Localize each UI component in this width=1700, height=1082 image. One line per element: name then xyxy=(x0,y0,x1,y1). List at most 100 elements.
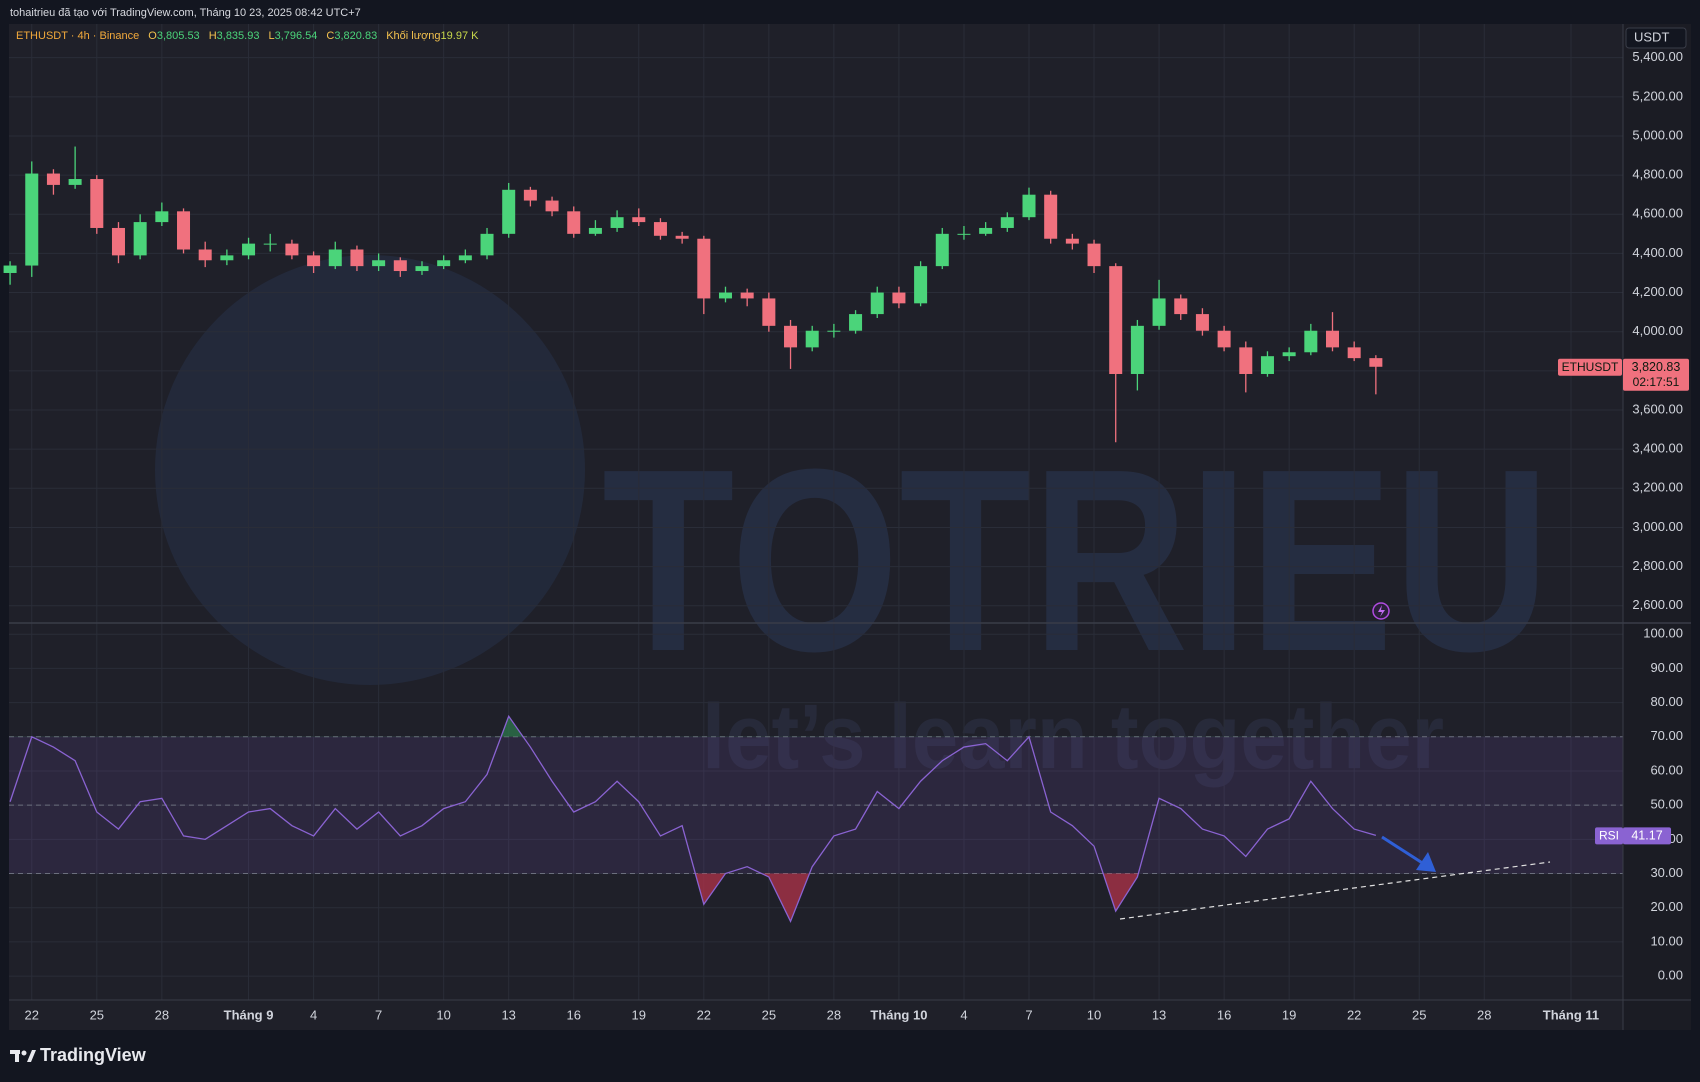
x-tick-label: 10 xyxy=(436,1007,450,1022)
candle-body xyxy=(784,325,798,348)
close-label: C xyxy=(326,30,335,42)
x-tick-label: Tháng 10 xyxy=(870,1007,927,1022)
price-axis-background xyxy=(1623,24,1691,1030)
y-tick-label: 4,400.00 xyxy=(1632,245,1683,260)
candle-body xyxy=(675,235,689,239)
currency-box[interactable] xyxy=(1625,27,1687,49)
candle-body xyxy=(1130,325,1144,374)
candle-body xyxy=(740,292,754,299)
candle-body xyxy=(1152,298,1166,326)
candle-body xyxy=(1044,194,1058,239)
candle-body xyxy=(914,266,928,304)
candle-body xyxy=(90,179,104,228)
candle-body xyxy=(1087,243,1101,267)
x-tick-label: 13 xyxy=(1152,1007,1166,1022)
candle-body xyxy=(1239,347,1253,374)
candle-body xyxy=(567,211,581,234)
x-tick-label: 22 xyxy=(25,1007,39,1022)
y-tick-label: 5,400.00 xyxy=(1632,49,1683,64)
rsi-pane xyxy=(9,714,1623,923)
candle-body xyxy=(437,260,451,267)
high-value: 3,835.93 xyxy=(216,30,260,42)
candle-body xyxy=(1065,238,1079,244)
candle-body xyxy=(849,314,863,331)
x-tick-label: 10 xyxy=(1087,1007,1101,1022)
low-value: 3,796.54 xyxy=(274,30,318,42)
x-tick-label: Tháng 9 xyxy=(224,1007,274,1022)
candle-body xyxy=(177,211,191,250)
rsi-tick-label: 20.00 xyxy=(1650,899,1683,914)
candle-body xyxy=(545,200,559,212)
rsi-tick-label: 70.00 xyxy=(1650,728,1683,743)
candle-body xyxy=(415,266,429,272)
rsi-tag-text: RSI xyxy=(1599,829,1619,843)
candle-body xyxy=(1000,217,1014,228)
price-labels: 22 25 28 Tháng 9 4 7 10 13 16 19 22 25 28 Tháng 10 4 7 1… xyxy=(25,49,1689,1022)
x-tick-label: 16 xyxy=(1217,1007,1231,1022)
arrow-shaft xyxy=(1381,835,1425,866)
volume-value: 19.97 K xyxy=(440,30,479,42)
y-tick-label: 3,200.00 xyxy=(1632,480,1683,495)
rsi-tick-label: 90.00 xyxy=(1650,660,1683,675)
symbol: ETHUSDT · 4h · Binance xyxy=(16,30,140,42)
watermark-logo xyxy=(155,255,585,685)
rsi-tick-label: 100.00 xyxy=(1643,626,1683,641)
candle-body xyxy=(1174,298,1188,315)
candle-body xyxy=(480,233,494,256)
candle-body xyxy=(68,179,82,185)
rsi-tick-label: 30.00 xyxy=(1650,865,1683,880)
y-tick-label: 4,000.00 xyxy=(1632,323,1683,338)
candle-body xyxy=(328,249,342,267)
x-tick-label: 4 xyxy=(960,1007,967,1022)
x-tick-label: 4 xyxy=(310,1007,317,1022)
y-tick-label: 5,000.00 xyxy=(1632,127,1683,142)
logo-dot xyxy=(21,1050,27,1055)
candle-body xyxy=(870,292,884,315)
y-tick-label: 3,400.00 xyxy=(1632,441,1683,456)
candle-body xyxy=(1195,314,1209,331)
countdown: 02:17:51 xyxy=(1633,375,1680,389)
y-tick-label: 4,200.00 xyxy=(1632,284,1683,299)
logo-stem xyxy=(15,1049,19,1062)
y-tick-label: 4,600.00 xyxy=(1632,206,1683,221)
y-tick-label: 3,600.00 xyxy=(1632,401,1683,416)
candle-body xyxy=(588,227,602,234)
candle-body xyxy=(263,243,277,245)
rsi-tick-label: 10.00 xyxy=(1650,933,1683,948)
y-tick-label: 3,000.00 xyxy=(1632,519,1683,534)
candle-body xyxy=(1369,358,1383,367)
candle-body xyxy=(393,260,407,272)
candle-body xyxy=(1325,330,1340,348)
candle-body xyxy=(372,260,386,267)
watermark-text: TOTRIEU xyxy=(602,416,1550,706)
candle-body xyxy=(220,255,234,261)
candle-body xyxy=(198,249,212,261)
x-tick-label: 22 xyxy=(697,1007,711,1022)
arrow xyxy=(1381,835,1436,872)
candle-body xyxy=(1347,347,1361,359)
open-value: 3,805.53 xyxy=(156,30,200,42)
x-tick-label: 7 xyxy=(375,1007,382,1022)
x-tick-label: 19 xyxy=(632,1007,646,1022)
y-tick-label: 2,800.00 xyxy=(1632,558,1683,573)
x-tick-label: 25 xyxy=(762,1007,776,1022)
candle-body xyxy=(1260,356,1274,374)
candle-body xyxy=(1282,352,1296,357)
candle-body xyxy=(697,238,711,299)
y-tick-label: 4,800.00 xyxy=(1632,167,1683,182)
candle-body xyxy=(285,243,299,256)
rsi-tick-label: 0.00 xyxy=(1658,968,1683,983)
symbol-tag xyxy=(1558,358,1622,376)
candles xyxy=(3,146,1383,443)
candle-body xyxy=(502,189,516,234)
candle-body xyxy=(632,217,646,223)
candle-body xyxy=(46,173,60,185)
trend-line xyxy=(1119,861,1551,920)
candle-body xyxy=(718,292,732,299)
last-price-box xyxy=(1623,358,1689,391)
candle-body xyxy=(762,298,776,326)
x-tick-label: 28 xyxy=(155,1007,169,1022)
candle-body xyxy=(827,330,841,332)
y-tick-label: 5,200.00 xyxy=(1632,88,1683,103)
open-label: O xyxy=(148,30,157,42)
